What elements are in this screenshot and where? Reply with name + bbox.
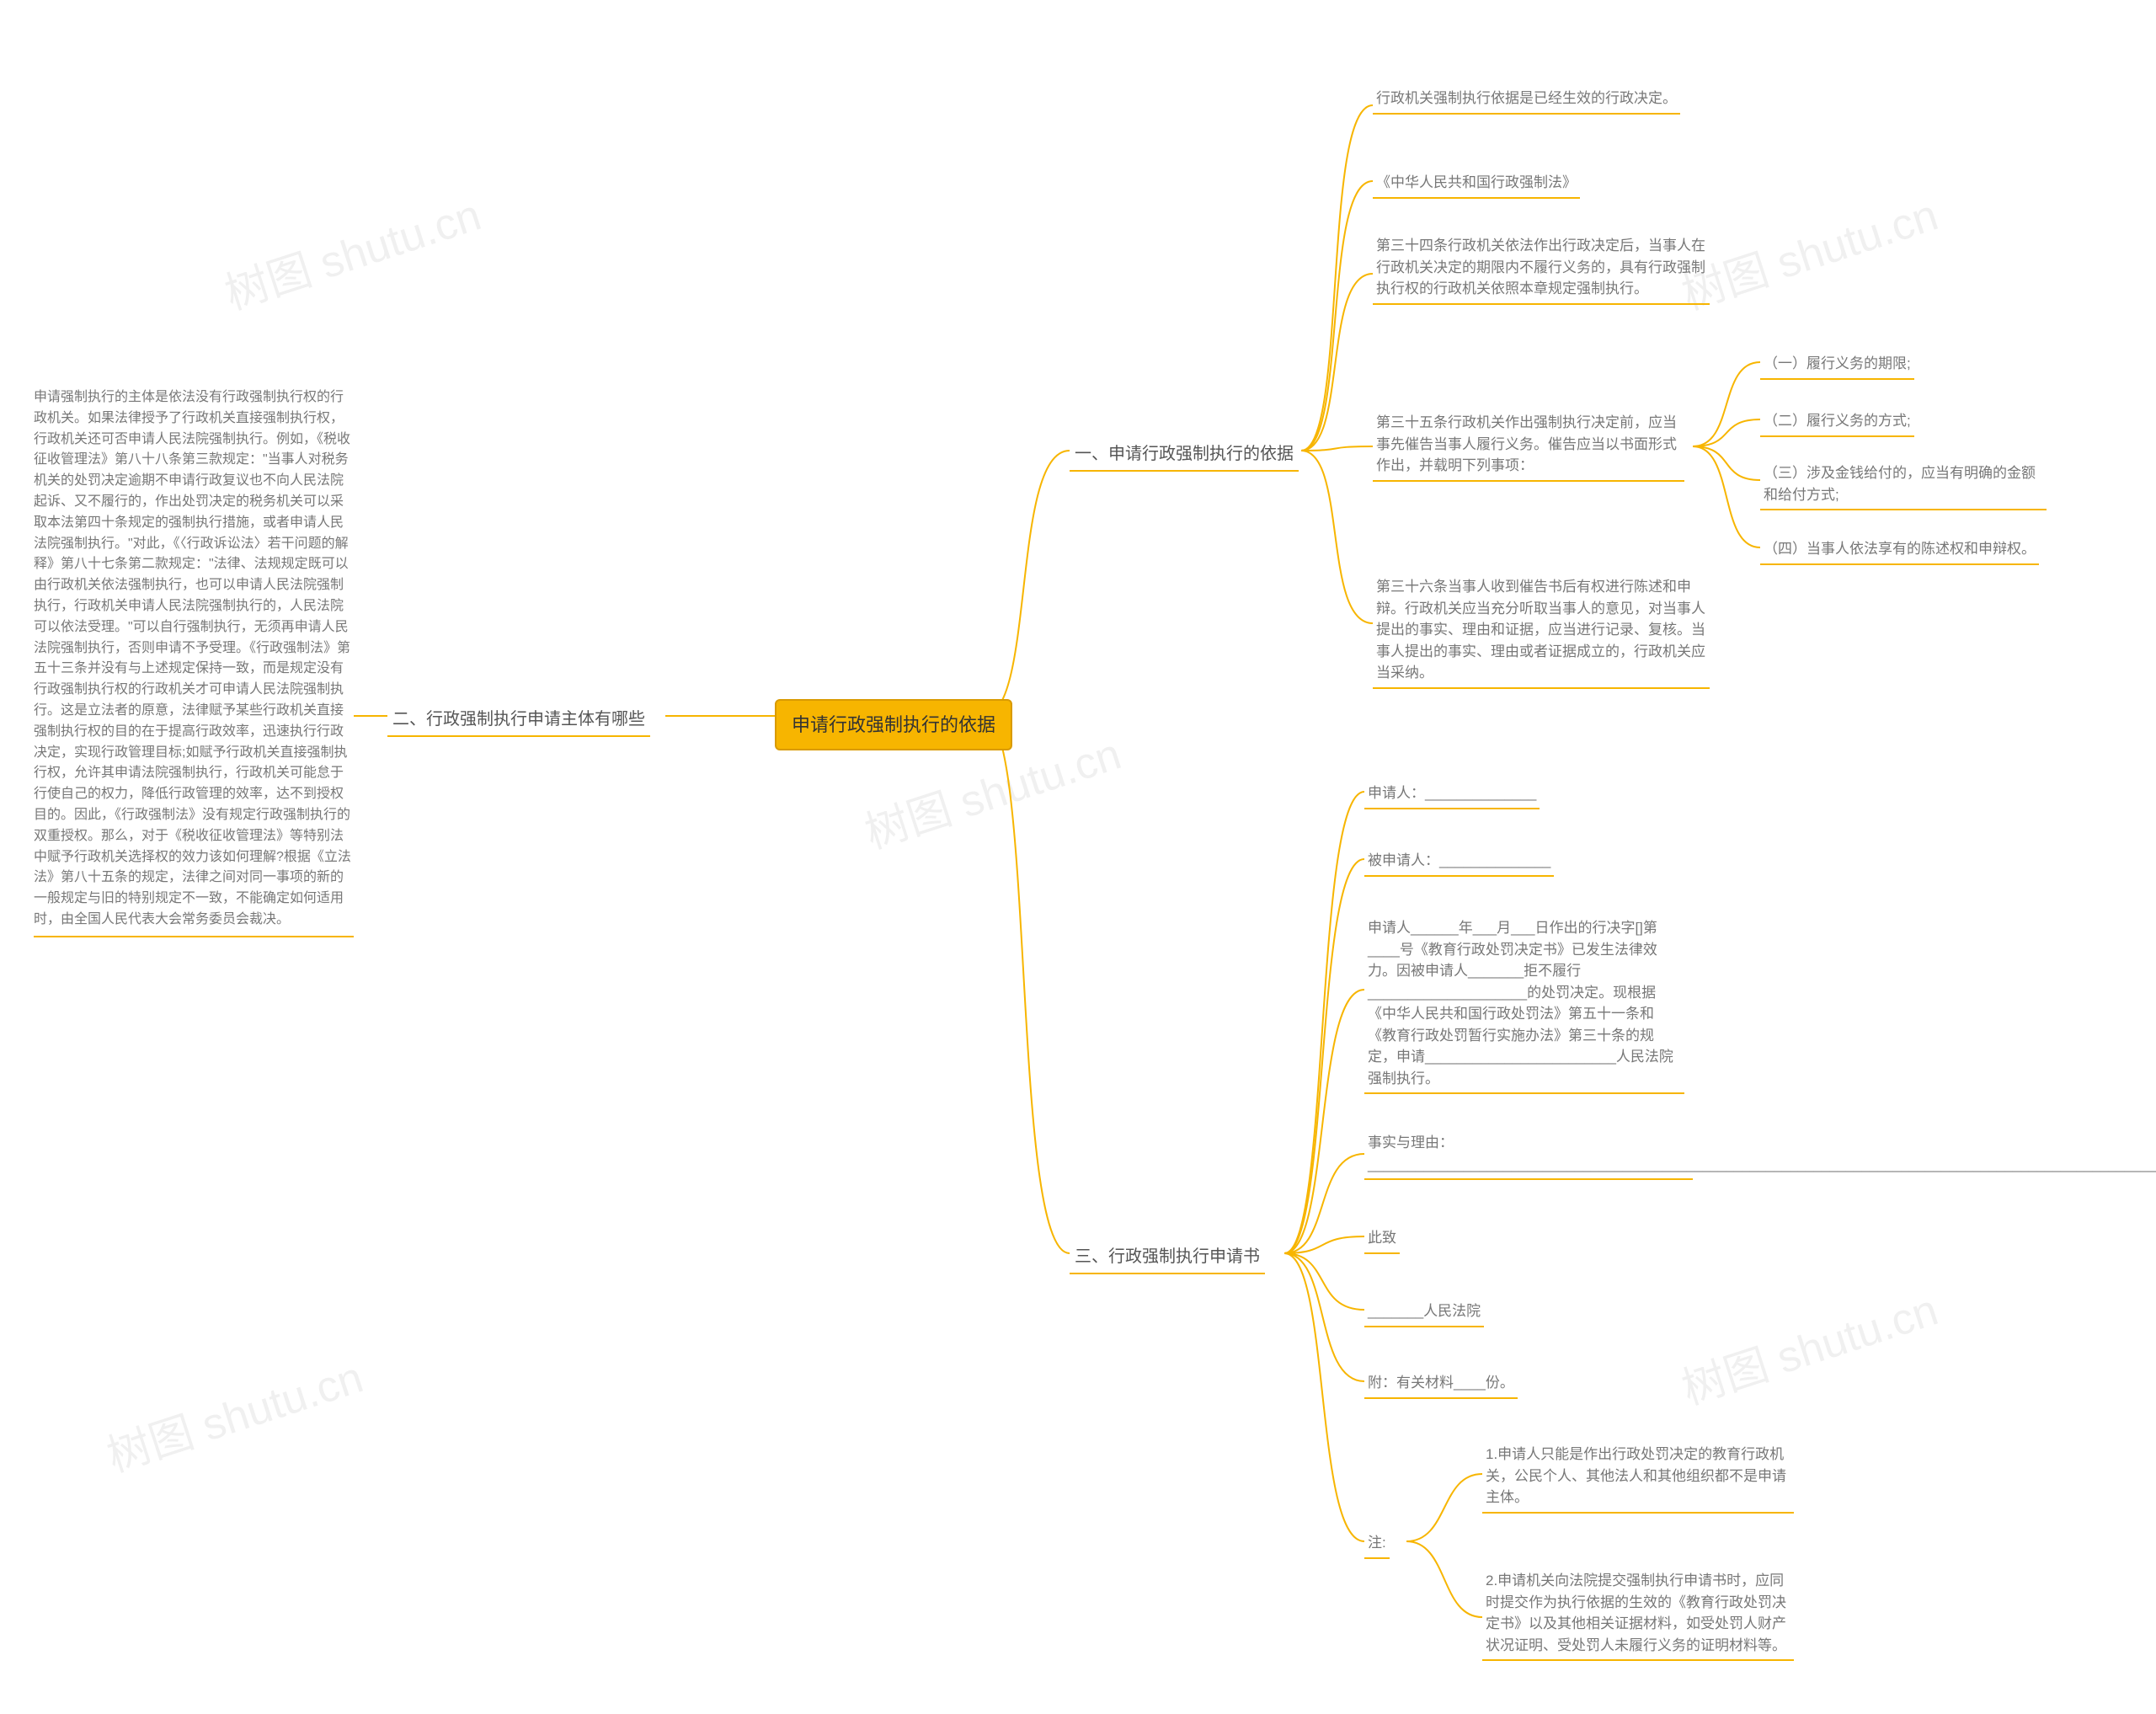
b3-note-0: 1.申请人只能是作出行政处罚决定的教育行政机关，公民个人、其他法人和其他组织都不… [1482,1440,1794,1514]
b1-leaf-3: 第三十五条行政机关作出强制执行决定前，应当事先催告当事人履行义务。催告应当以书面… [1373,408,1684,482]
b3-leaf-5: _______人民法院 [1364,1297,1484,1327]
branch-3: 三、行政强制执行申请书 [1070,1241,1265,1274]
b1-35-item-0: （一）履行义务的期限; [1760,350,1914,380]
root-node: 申请行政强制执行的依据 [775,699,1012,750]
b1-leaf-1: 《中华人民共和国行政强制法》 [1373,168,1580,199]
branch-1: 一、申请行政强制执行的依据 [1070,438,1299,472]
watermark: 树图 shutu.cn [98,1342,370,1484]
b3-leaf-6: 附：有关材料____份。 [1364,1369,1518,1399]
b1-35-item-3: （四）当事人依法享有的陈述权和申辩权。 [1760,535,2039,565]
b3-leaf-3: 事实与理由：__________________________________… [1364,1129,1693,1180]
b3-leaf-2: 申请人______年___月___日作出的行决字[]第____号《教育行政处罚决… [1364,914,1684,1094]
b3-leaf-0: 申请人：______________ [1364,779,1540,809]
b1-35-item-1: （二）履行义务的方式; [1760,407,1914,437]
watermark: 树图 shutu.cn [1673,1274,1945,1417]
b3-leaf-4: 此致 [1364,1224,1400,1254]
watermark: 树图 shutu.cn [1673,179,1945,322]
b1-leaf-2: 第三十四条行政机关依法作出行政决定后，当事人在行政机关决定的期限内不履行义务的，… [1373,232,1710,305]
b3-note-1: 2.申请机关向法院提交强制执行申请书时，应同时提交作为执行依据的生效的《教育行政… [1482,1567,1794,1661]
b1-leaf-0: 行政机关强制执行依据是已经生效的行政决定。 [1373,84,1680,115]
b1-leaf-4: 第三十六条当事人收到催告书后有权进行陈述和申辩。行政机关应当充分听取当事人的意见… [1373,573,1710,689]
branch-2: 二、行政强制执行申请主体有哪些 [387,703,650,737]
b3-leaf-1: 被申请人：______________ [1364,846,1554,877]
b2-paragraph: 申请强制执行的主体是依法没有行政强制执行权的行政机关。如果法律授予了行政机关直接… [34,387,354,937]
watermark: 树图 shutu.cn [216,179,488,322]
b1-35-item-2: （三）涉及金钱给付的，应当有明确的金额和给付方式; [1760,459,2047,510]
b3-notes-label: 注: [1364,1529,1390,1559]
